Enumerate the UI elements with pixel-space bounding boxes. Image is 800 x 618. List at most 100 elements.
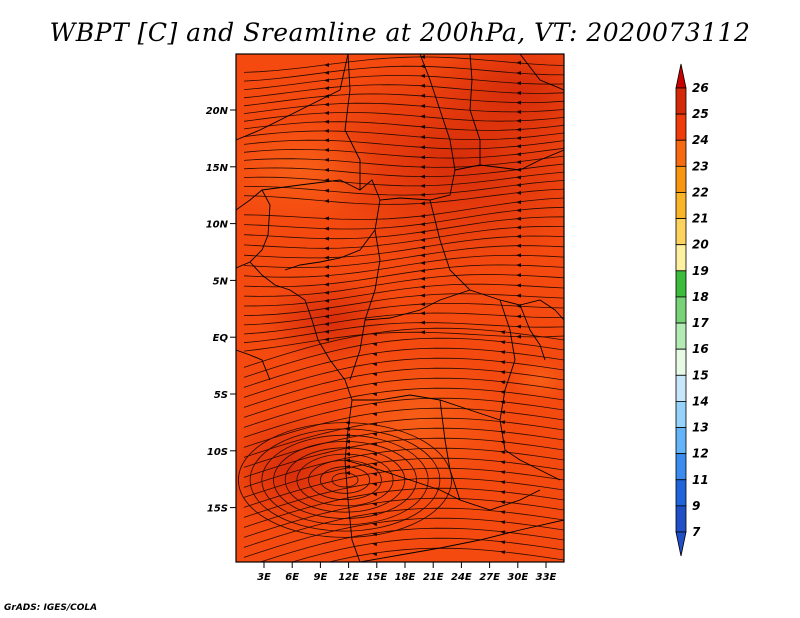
streamline-arrow xyxy=(345,445,350,450)
streamline xyxy=(243,377,564,418)
wbpt-warm-region xyxy=(260,275,400,365)
streamline-arrow xyxy=(372,482,378,487)
streamline-arrow xyxy=(324,264,329,269)
streamline-arrow xyxy=(500,480,506,485)
streamline-arrow xyxy=(420,155,425,160)
streamline-arrow xyxy=(324,216,329,221)
streamline-arrow xyxy=(345,452,350,457)
streamline-arrow xyxy=(516,60,521,65)
streamline-arrow xyxy=(420,320,425,325)
streamline-arrow xyxy=(345,426,350,431)
streamline-arrow xyxy=(372,442,378,447)
streamline-arrow xyxy=(324,282,329,287)
colorbar-label: 22 xyxy=(692,185,709,199)
streamline-arrow xyxy=(420,230,425,235)
streamline-arrow xyxy=(372,372,378,377)
streamline-arrow xyxy=(420,135,425,140)
streamline-arrow xyxy=(372,332,378,337)
streamline xyxy=(243,427,564,468)
streamline-arrow xyxy=(372,402,378,407)
streamline xyxy=(243,180,564,196)
streamline-arrow xyxy=(324,236,329,241)
chart-title: WBPT [C] and Sreamline at 200hPa, VT: 20… xyxy=(49,18,751,47)
colorbar-label: 13 xyxy=(692,421,709,435)
streamline-arrow xyxy=(516,200,521,205)
streamline-arrow xyxy=(372,492,378,497)
lon-tick-label: 9E xyxy=(314,572,328,583)
streamline-gyre xyxy=(296,453,394,507)
wbpt-cool-region xyxy=(510,360,564,400)
streamline-gyre xyxy=(261,434,429,526)
lon-tick-label: 33E xyxy=(536,572,557,583)
streamline-arrow xyxy=(324,226,329,231)
streamline xyxy=(243,457,564,498)
map-frame xyxy=(235,53,565,563)
streamline-arrow xyxy=(516,190,521,195)
streamline xyxy=(243,347,564,388)
streamline-gyre xyxy=(319,466,371,494)
streamline xyxy=(243,293,564,316)
streamline-arrow xyxy=(516,160,521,165)
streamline xyxy=(243,112,564,122)
streamline xyxy=(243,93,564,107)
streamline-arrow xyxy=(324,86,329,91)
streamline-arrow xyxy=(516,183,521,188)
colorbar-label: 7 xyxy=(692,525,701,539)
colorbar-segment xyxy=(675,505,687,533)
streamline-arrow xyxy=(420,253,425,258)
streamline-arrow xyxy=(516,225,521,230)
lon-tick-label: 12E xyxy=(338,572,359,583)
streamline xyxy=(243,467,564,508)
streamline-arrow xyxy=(420,93,425,98)
streamline xyxy=(243,171,564,187)
streamline xyxy=(243,188,564,205)
streamline-arrow xyxy=(324,147,329,152)
colorbar-label: 15 xyxy=(692,368,709,382)
streamline-arrow xyxy=(372,432,378,437)
streamline-arrow xyxy=(324,322,329,327)
streamline-arrow xyxy=(420,268,425,273)
streamline-arrow xyxy=(420,73,425,78)
streamline-arrow xyxy=(324,337,329,342)
colorbar-segment xyxy=(675,87,687,115)
colorbar-segment xyxy=(675,218,687,246)
streamline-arrow xyxy=(324,78,329,83)
streamline-arrows xyxy=(324,54,521,557)
streamline xyxy=(243,216,564,240)
streamline xyxy=(243,302,564,326)
streamline-arrow xyxy=(420,245,425,250)
streamline-arrow xyxy=(516,216,521,221)
streamline-arrow xyxy=(345,471,350,475)
streamline-arrow xyxy=(500,550,506,555)
colorbar-label: 14 xyxy=(692,394,709,408)
streamline-arrow xyxy=(500,540,506,545)
colorbar: 26 25 24 23 22 21 20 19 18 17 16 15 14 13 12 11 9 7 xyxy=(675,63,709,557)
streamline xyxy=(243,102,564,114)
lon-tick-label: 3E xyxy=(257,572,271,583)
streamline-arrow xyxy=(372,422,378,427)
streamline xyxy=(243,225,564,249)
lon-tick-label: 21E xyxy=(423,572,444,583)
streamline-arrow xyxy=(500,510,506,515)
colorbar-label: 25 xyxy=(692,107,709,121)
streamline-arrow xyxy=(516,109,521,114)
streamline-arrow xyxy=(516,208,521,213)
colorbar-segment xyxy=(675,427,687,455)
colorbar-label: 11 xyxy=(692,473,709,487)
lon-tick-label: 6E xyxy=(285,572,299,583)
streamline-arrow xyxy=(324,188,329,193)
streamline xyxy=(243,507,564,548)
streamline xyxy=(243,357,564,398)
streamline-arrow xyxy=(516,175,521,180)
streamline-arrow xyxy=(372,462,378,467)
streamline-arrow xyxy=(324,168,329,173)
streamline-arrow xyxy=(372,412,378,417)
lat-tick-label: 10N xyxy=(206,220,229,231)
streamline-arrow xyxy=(420,114,425,119)
streamline-arrow xyxy=(372,552,378,557)
streamline-arrow xyxy=(420,330,425,335)
grads-credit: GrADS: IGES/COLA xyxy=(4,603,98,613)
streamline-arrow xyxy=(500,450,506,455)
streamline-arrow xyxy=(324,198,329,203)
